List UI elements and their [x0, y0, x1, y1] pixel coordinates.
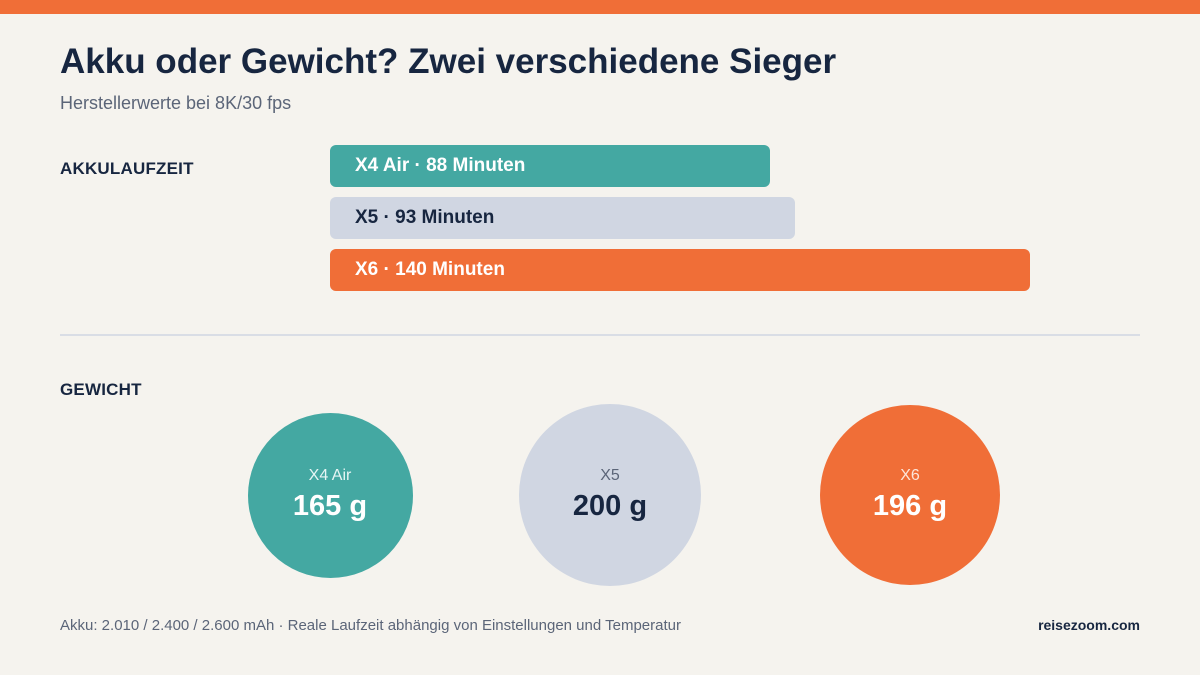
- weight-section-label: GEWICHT: [60, 380, 142, 399]
- battery-bar-x4-air: X4 Air · 88 Minuten: [330, 145, 770, 187]
- section-divider: [60, 334, 1140, 336]
- battery-bar-label: X4 Air · 88 Minuten: [355, 155, 526, 176]
- weight-circle-x5: X5 200 g: [519, 404, 701, 586]
- footnote: Akku: 2.010 / 2.400 / 2.600 mAh · Reale …: [60, 617, 681, 634]
- weight-circle-x4-air: X4 Air 165 g: [247, 412, 413, 578]
- weight-circle-value: 196 g: [872, 490, 948, 522]
- battery-bar-label: X5 · 93 Minuten: [355, 207, 495, 228]
- top-accent-bar: [0, 0, 1200, 14]
- battery-bar-label: X6 · 140 Minuten: [355, 259, 505, 280]
- battery-bar-x5: X5 · 93 Minuten: [330, 197, 795, 239]
- battery-bar-x6: X6 · 140 Minuten: [330, 249, 1030, 291]
- weight-circle-value: 165 g: [292, 490, 368, 522]
- page-title: Akku oder Gewicht? Zwei verschiedene Sie…: [60, 42, 837, 81]
- weight-circle-name: X5: [600, 467, 620, 484]
- weight-circle-name: X6: [900, 467, 920, 484]
- source-credit: reisezoom.com: [1038, 617, 1140, 633]
- page-subtitle: Herstellerwerte bei 8K/30 fps: [60, 93, 292, 113]
- weight-circle-x6: X6 196 g: [820, 405, 1000, 585]
- weight-circle-name: X4 Air: [308, 467, 352, 484]
- weight-circle-value: 200 g: [572, 490, 648, 522]
- battery-section-label: AKKULAUFZEIT: [60, 159, 194, 178]
